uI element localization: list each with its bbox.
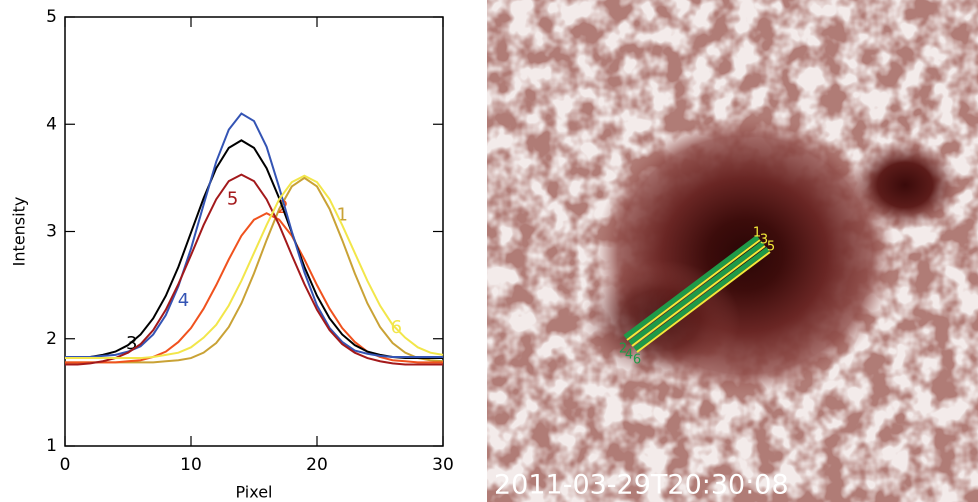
slit-lines [623,235,771,353]
series-line [65,174,444,360]
slit-label: 3 [760,233,768,248]
x-tick-label: 0 [60,455,71,475]
plot-frame [64,16,444,447]
x-tick-label: 30 [432,455,454,475]
slit-label: 1 [753,226,761,241]
series-line [65,139,443,360]
series-line [65,112,443,358]
sunspot-image [487,0,978,502]
series-label: 4 [178,290,189,311]
x-tick-label: 10 [180,455,202,475]
y-tick-label: 1 [46,436,57,456]
x-axis-title: Pixel [235,483,272,502]
series-label: 6 [391,317,402,338]
x-tick-label: 20 [306,455,328,475]
series-label: 1 [336,204,347,225]
series-line [65,212,443,364]
y-axis-title: Intensity [10,197,29,267]
slit-label: 6 [633,353,641,368]
y-tick-label: 2 [46,329,57,349]
series-label: 3 [126,333,137,354]
slit-label: 2 [619,342,627,357]
slit-label: 5 [767,240,775,255]
y-tick-label: 5 [46,7,57,27]
y-tick-label: 4 [46,114,57,134]
slit-label: 4 [625,348,633,363]
series-label: 5 [227,188,238,209]
y-tick-label: 3 [46,222,57,242]
timestamp: 2011-03-29T20:30:08 [494,470,789,501]
series-line [65,176,444,364]
series-line [65,173,443,366]
